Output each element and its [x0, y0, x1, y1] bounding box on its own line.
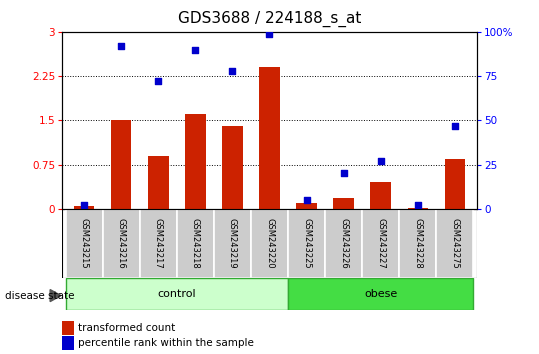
Point	[228, 68, 237, 74]
Text: GSM243220: GSM243220	[265, 218, 274, 269]
Text: GSM243227: GSM243227	[376, 218, 385, 269]
Bar	[177, 209, 214, 278]
Bar	[214, 209, 251, 278]
Point	[80, 202, 88, 208]
Bar	[288, 278, 473, 310]
Bar	[103, 209, 140, 278]
Bar	[74, 206, 94, 209]
Text: GSM243216: GSM243216	[117, 218, 126, 269]
Point	[265, 31, 274, 36]
Bar	[445, 159, 465, 209]
Text: GSM243217: GSM243217	[154, 218, 163, 269]
Polygon shape	[50, 290, 61, 302]
Text: GSM243225: GSM243225	[302, 218, 311, 269]
Bar	[296, 203, 317, 209]
Text: GSM243215: GSM243215	[80, 218, 89, 269]
Point	[451, 123, 459, 129]
Text: GSM243228: GSM243228	[413, 218, 422, 269]
Point	[117, 43, 126, 49]
Point	[154, 79, 163, 84]
Bar	[222, 126, 243, 209]
Bar	[407, 208, 428, 209]
Text: control: control	[157, 289, 196, 299]
Bar	[111, 120, 132, 209]
Bar	[288, 209, 325, 278]
Text: disease state: disease state	[5, 291, 75, 301]
Bar	[259, 67, 280, 209]
Bar	[140, 209, 177, 278]
Point	[413, 202, 422, 208]
Text: obese: obese	[364, 289, 397, 299]
Text: GSM243219: GSM243219	[228, 218, 237, 269]
Text: GDS3688 / 224188_s_at: GDS3688 / 224188_s_at	[178, 11, 361, 27]
Bar	[148, 156, 169, 209]
Text: GSM243275: GSM243275	[450, 218, 459, 269]
Point	[191, 47, 199, 52]
Bar	[251, 209, 288, 278]
Text: percentile rank within the sample: percentile rank within the sample	[78, 338, 254, 348]
Bar	[362, 209, 399, 278]
Text: transformed count: transformed count	[78, 323, 175, 333]
Bar	[66, 278, 288, 310]
Bar	[325, 209, 362, 278]
Bar	[436, 209, 473, 278]
Text: GSM243218: GSM243218	[191, 218, 200, 269]
Bar	[66, 209, 103, 278]
Text: GSM243226: GSM243226	[339, 218, 348, 269]
Bar	[399, 209, 436, 278]
Bar	[334, 198, 354, 209]
Point	[340, 171, 348, 176]
Bar	[185, 114, 205, 209]
Point	[302, 197, 311, 203]
Point	[376, 158, 385, 164]
Bar	[370, 182, 391, 209]
